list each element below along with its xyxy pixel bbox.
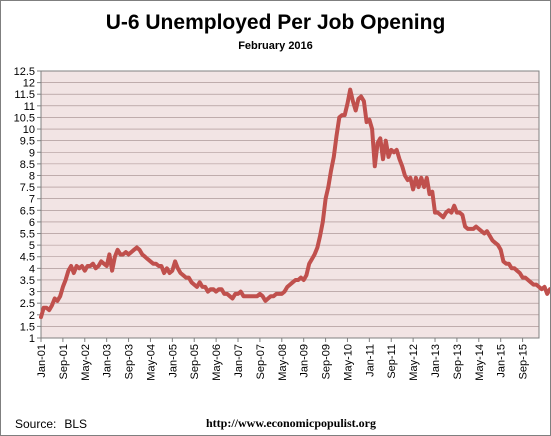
- y-tick-label: 2: [29, 310, 35, 322]
- x-tick-label: Jan-15: [496, 344, 508, 378]
- x-tick-label: Sep-13: [452, 344, 464, 379]
- x-tick-label: Sep-07: [255, 344, 267, 379]
- x-tick-label: May-10: [342, 344, 354, 381]
- y-axis: 11.522.533.544.555.566.577.588.599.51010…: [14, 66, 42, 345]
- x-tick-label: May-08: [277, 344, 289, 381]
- y-tick-label: 9.5: [20, 136, 35, 148]
- x-tick-label: Sep-05: [189, 344, 201, 379]
- y-tick-label: 10: [23, 124, 35, 136]
- source-value: BLS: [64, 417, 88, 431]
- x-tick-label: Jan-03: [102, 344, 114, 378]
- x-tick-label: Sep-01: [58, 344, 70, 379]
- y-tick-label: 8: [29, 170, 35, 182]
- x-tick-label: Jan-01: [36, 344, 48, 378]
- y-tick-label: 4: [29, 263, 35, 275]
- x-tick-label: May-06: [211, 344, 223, 381]
- series-layer: [39, 87, 550, 320]
- y-tick-label: 12: [23, 78, 35, 90]
- x-tick-label: Sep-11: [386, 344, 398, 379]
- series-line: [39, 87, 550, 320]
- y-tick-label: 11: [24, 101, 35, 113]
- y-tick-label: 8.5: [20, 159, 35, 171]
- chart-subtitle: February 2016: [238, 40, 313, 52]
- x-tick-label: Jan-07: [233, 344, 245, 378]
- x-tick-label: May-14: [474, 344, 486, 381]
- y-tick-label: 3.5: [20, 275, 35, 287]
- y-tick-label: 6.5: [20, 205, 35, 217]
- y-tick-label: 2.5: [20, 298, 35, 310]
- y-tick-label: 6: [29, 217, 35, 229]
- x-tick-label: May-04: [145, 344, 157, 381]
- x-tick-label: May-12: [408, 344, 420, 381]
- y-tick-label: 5: [29, 240, 35, 252]
- x-axis: Jan-01 Sep-01 May-02 Jan-03 Sep-03 May-04 Jan-…: [36, 337, 539, 381]
- x-tick-label: Sep-09: [321, 344, 333, 379]
- y-tick-label: 1: [29, 333, 35, 345]
- y-tick-label: 12.5: [14, 66, 35, 78]
- line-chart: 11.522.533.544.555.566.577.588.599.51010…: [14, 66, 550, 381]
- gridlines: [41, 82, 539, 327]
- plot-area: [40, 70, 540, 339]
- x-tick-label: Jan-13: [430, 344, 442, 378]
- y-tick-label: 3: [29, 287, 35, 299]
- x-tick-label: May-02: [80, 344, 92, 381]
- x-tick-label: Jan-05: [167, 344, 179, 378]
- y-tick-label: 10.5: [14, 112, 35, 124]
- x-tick-label: Jan-09: [299, 344, 311, 378]
- source-note: Source: BLS: [15, 417, 87, 431]
- source-label: Source:: [15, 417, 57, 431]
- y-tick-label: 11.5: [14, 89, 35, 101]
- y-tick-label: 5.5: [20, 229, 35, 241]
- y-tick-label: 9: [29, 147, 35, 159]
- y-tick-label: 4.5: [20, 252, 35, 264]
- y-tick-label: 1.5: [20, 321, 35, 333]
- y-tick-label: 7.5: [20, 182, 35, 194]
- source-url: http://www.economicpopulist.org: [206, 416, 377, 430]
- chart-title: U-6 Unemployed Per Job Opening: [105, 11, 446, 34]
- x-tick-label: Sep-15: [518, 344, 530, 379]
- x-tick-label: Jan-11: [364, 344, 376, 377]
- x-tick-label: Sep-03: [124, 344, 136, 379]
- y-tick-label: 7: [29, 194, 35, 206]
